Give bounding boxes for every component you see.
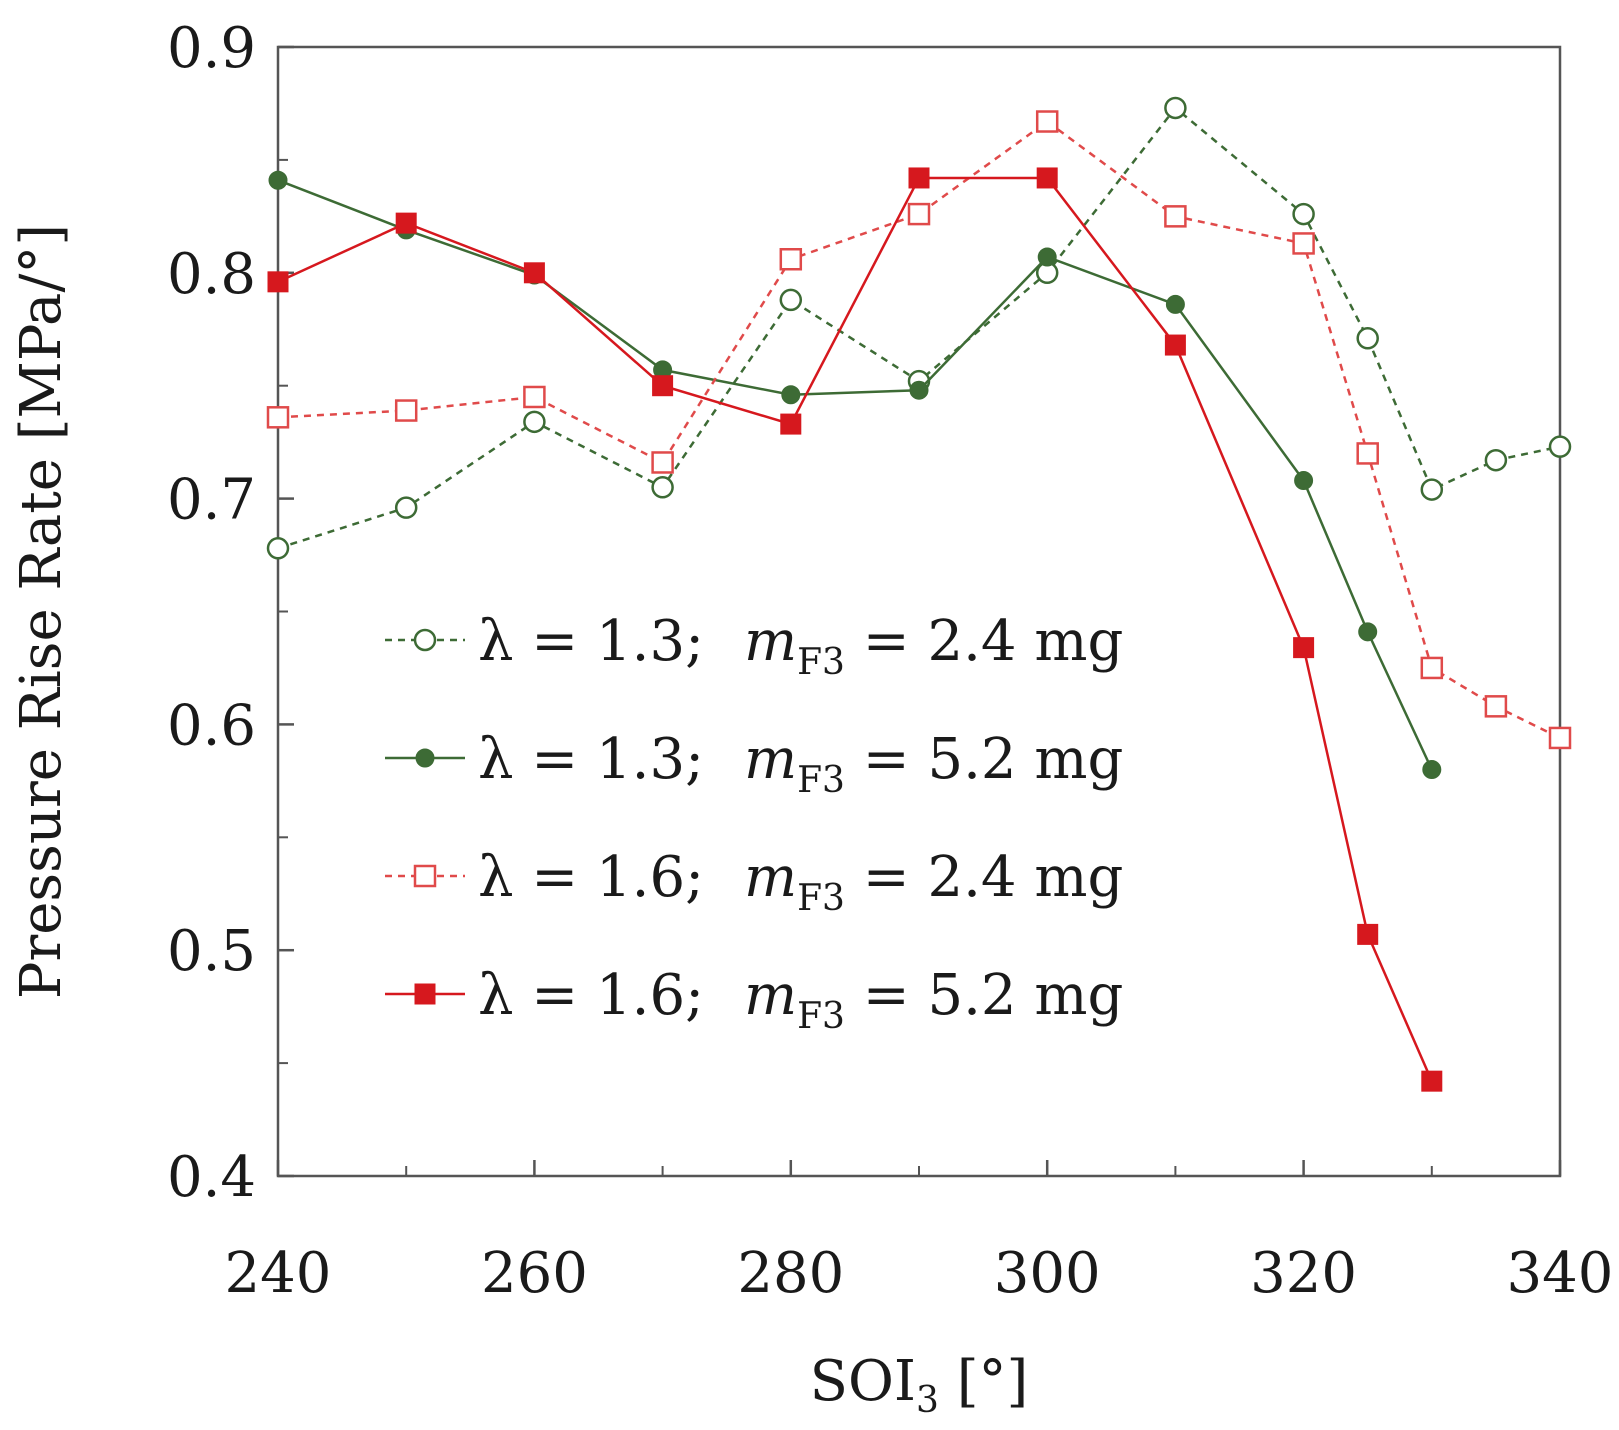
x-axis-title: SOI3 [°] [810, 1349, 1029, 1421]
x-tick-label: 240 [225, 1241, 332, 1306]
data-point [1358, 622, 1378, 642]
y-tick-label: 0.8 [167, 242, 256, 307]
data-point [907, 202, 931, 226]
series-4 [267, 167, 1443, 1092]
data-point [266, 537, 290, 560]
data-point [523, 262, 545, 284]
legend: λ = 1.3; mF3 = 2.4 mg λ = 1.3; mF3 = 5.2 mg… [385, 609, 1123, 1037]
legend-label: λ = 1.3; mF3 = 2.4 mg [478, 609, 1123, 683]
data-point [1484, 695, 1508, 718]
data-point [909, 380, 929, 400]
data-point [780, 413, 802, 435]
legend-entry-4: λ = 1.6; mF3 = 5.2 mg [385, 963, 1123, 1037]
data-point [1164, 334, 1186, 356]
data-point [779, 288, 803, 312]
data-point [779, 248, 803, 271]
data-point [1036, 167, 1058, 189]
legend-marker [413, 628, 437, 652]
data-point [394, 399, 418, 422]
legend-marker [415, 748, 435, 768]
series-layer [266, 96, 1572, 1092]
data-point [651, 451, 674, 474]
y-tick-label: 0.5 [167, 919, 256, 984]
series-3 [266, 110, 1572, 750]
x-tick-label: 260 [481, 1241, 588, 1306]
data-point [1422, 760, 1442, 780]
data-point [908, 167, 930, 189]
legend-marker [414, 983, 436, 1005]
legend-entry-2: λ = 1.3; mF3 = 5.2 mg [385, 727, 1123, 801]
data-point [1164, 96, 1187, 120]
data-point [268, 170, 288, 190]
legend-label: λ = 1.6; mF3 = 2.4 mg [478, 845, 1123, 919]
data-point [1357, 923, 1379, 945]
legend-label: λ = 1.6; mF3 = 5.2 mg [478, 963, 1123, 1037]
data-point [395, 212, 417, 234]
data-point [1420, 656, 1444, 680]
data-point [1356, 327, 1379, 350]
data-point [1420, 478, 1444, 501]
data-point [266, 406, 290, 429]
data-point [1548, 726, 1572, 750]
data-point [1035, 110, 1059, 133]
legend-label: λ = 1.3; mF3 = 5.2 mg [478, 727, 1123, 801]
x-tick-label: 320 [1250, 1241, 1357, 1306]
data-point [1484, 448, 1508, 472]
data-point [1421, 1070, 1443, 1092]
y-tick-label: 0.7 [167, 468, 256, 533]
x-tick-label: 300 [994, 1241, 1101, 1306]
y-tick-label: 0.6 [167, 693, 256, 758]
data-point [1356, 442, 1379, 465]
legend-marker [413, 864, 437, 888]
data-point [523, 410, 546, 434]
data-point [652, 375, 674, 397]
data-point [651, 476, 674, 499]
data-point [1164, 205, 1187, 228]
data-point [1293, 637, 1315, 659]
data-point [1165, 294, 1185, 314]
data-point [523, 385, 546, 409]
legend-entry-1: λ = 1.3; mF3 = 2.4 mg [385, 609, 1123, 683]
x-tick-label: 280 [737, 1241, 844, 1306]
data-point [781, 385, 801, 405]
data-point [267, 271, 289, 293]
series-1 [266, 96, 1572, 560]
data-point [394, 496, 418, 519]
data-point [1292, 202, 1315, 226]
data-point [1548, 435, 1572, 458]
data-point [1292, 232, 1315, 255]
y-axis-title: Pressure Rise Rate [MPa/°] [9, 224, 74, 999]
x-tick-label: 340 [1507, 1241, 1614, 1306]
data-point [1294, 471, 1314, 491]
axes: 0.4 0.5 0.6 0.7 0.8 0.9 240 260 280 300 320 340 SOI3… [9, 16, 1613, 1421]
legend-entry-3: λ = 1.6; mF3 = 2.4 mg [385, 845, 1123, 919]
data-point [1037, 247, 1057, 267]
y-tick-label: 0.4 [167, 1145, 256, 1210]
y-tick-label: 0.9 [167, 16, 256, 81]
